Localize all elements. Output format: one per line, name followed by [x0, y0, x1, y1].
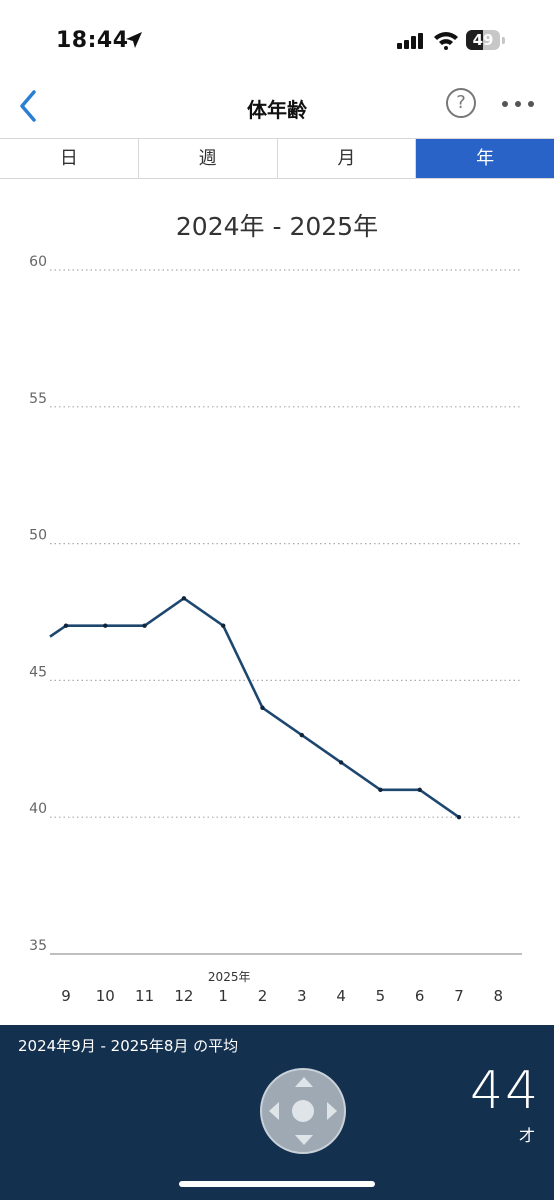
tab-day[interactable]: 日 [0, 139, 139, 178]
x-tick-label: 4 [336, 987, 346, 1005]
data-point [338, 760, 344, 765]
data-point [299, 732, 304, 738]
x-tick-label: 7 [454, 987, 464, 1005]
data-point [142, 623, 147, 628]
tab-year[interactable]: 年 [416, 139, 554, 178]
battery-icon: 49 [466, 30, 500, 50]
battery-tip [502, 37, 505, 44]
x-tick-label: 10 [96, 987, 115, 1005]
average-unit: 才 [519, 1126, 536, 1145]
navigation-pad-icon[interactable] [260, 1068, 346, 1154]
x-tick-label: 3 [297, 987, 307, 1005]
x-tick-label: 5 [376, 987, 386, 1005]
signal-icon [397, 33, 423, 49]
page-title: 体年齢 [247, 98, 307, 122]
x-tick-label: 2 [258, 987, 268, 1005]
battery-level: 49 [472, 31, 494, 49]
x-tick-label: 12 [174, 987, 193, 1005]
y-tick-label: 55 [29, 391, 47, 407]
body-age-line [49, 597, 460, 819]
help-icon[interactable]: ? [446, 88, 476, 118]
tab-week[interactable]: 週 [139, 139, 278, 178]
y-tick-label: 40 [29, 801, 47, 817]
y-tick-label: 60 [29, 254, 47, 270]
data-point [63, 623, 69, 628]
average-value: 44 [470, 1061, 541, 1121]
wifi-icon [434, 32, 458, 50]
data-point [103, 623, 108, 628]
average-footer: 2024年9月 - 2025年8月 の平均 44 才 [0, 1025, 554, 1200]
date-range-title: 2024年 - 2025年 [175, 212, 379, 241]
y-tick-label: 50 [29, 528, 47, 544]
period-tabs: 日 週 月 年 [0, 138, 554, 179]
data-point [181, 596, 187, 601]
data-point [456, 815, 462, 820]
data-point [260, 705, 265, 710]
more-options-icon[interactable] [498, 94, 538, 114]
x-tick-label: 8 [494, 987, 504, 1005]
x-tick-label: 6 [415, 987, 425, 1005]
data-point [221, 623, 226, 628]
location-arrow-icon [126, 32, 142, 48]
average-period-label: 2024年9月 - 2025年8月 の平均 [18, 1037, 239, 1055]
y-tick-label: 45 [29, 664, 47, 680]
status-time: 18:44 [56, 28, 129, 53]
x-tick-label: 9 [61, 987, 71, 1005]
data-point [417, 787, 422, 793]
nav-bar: 体年齢 ? [0, 80, 554, 136]
status-bar: 18:44 49 [0, 0, 554, 80]
y-tick-label: 35 [29, 938, 47, 954]
year-label: 2025年 [208, 970, 251, 984]
x-tick-label: 1 [218, 987, 228, 1005]
data-point [378, 787, 383, 793]
back-chevron-icon[interactable] [10, 84, 50, 124]
tab-month[interactable]: 月 [278, 139, 417, 178]
home-indicator[interactable] [179, 1181, 375, 1187]
x-tick-label: 11 [135, 987, 154, 1005]
